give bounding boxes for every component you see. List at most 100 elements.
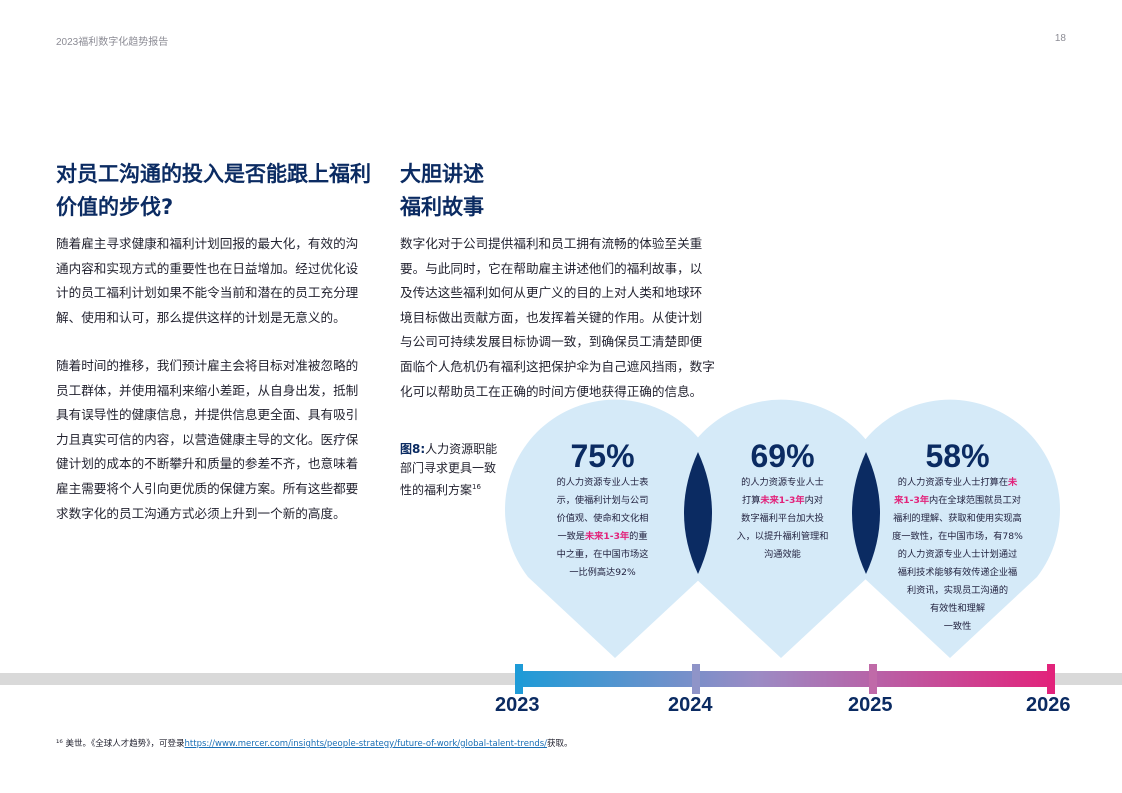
text-line: 要。与此同时，它在帮助雇主讲述他们的福利故事，以 <box>400 260 703 276</box>
stat-percent: 58% <box>925 438 990 474</box>
stat-text: 的人力资源专业人士表 <box>556 477 649 488</box>
text-line: 及传达这些福利如何从更广义的目的上对人类和地球环 <box>400 285 703 301</box>
stat-description: 的人力资源专业人士打算在未 来1-3年内在全球范围就员工对 福利的理解、获取和使用实… <box>880 474 1035 636</box>
text-line: 通内容和实现方式的重要性也在日益增加。经过优化设 <box>56 260 359 276</box>
title-line: 价值的步伐? <box>56 195 174 219</box>
stat-line: 的人力资源专业人士表 <box>525 474 680 492</box>
stat-text: 一致性 <box>943 621 972 632</box>
footnote-ref: 16 <box>472 483 481 491</box>
stat-line: 福利的理解、获取和使用实现高 <box>880 510 1035 528</box>
stat-line: 度一致性，在中国市场，有78% <box>880 528 1035 546</box>
text-line: 雇主需要将个人引向更优质的保健方案。所有这些都要 <box>56 480 359 496</box>
text-line: 求数字化的员工沟通方式必须上升到一个新的高度。 <box>56 505 346 521</box>
text-line: 随着雇主寻求健康和福利计划回报的最大化，有效的沟 <box>56 236 359 251</box>
highlight-text: 未来1-3年 <box>585 531 630 542</box>
drop-overlap-2 <box>852 452 880 574</box>
highlight-text: 未来1-3年 <box>760 495 805 506</box>
stat-text: 福利的理解、获取和使用实现高 <box>893 513 1022 524</box>
text-line: 与公司可持续发展目标协调一致，到确保员工清楚即便 <box>400 334 703 350</box>
right-paragraph: 数字化对于公司提供福利和员工拥有流畅的体验至关重 要。与此同时，它在帮助雇主讲述… <box>400 232 725 404</box>
stat-line: 示，使福利计划与公司 <box>525 492 680 510</box>
drop-overlap-1 <box>684 452 712 574</box>
stat-block-2024: 69% 的人力资源专业人士打算未来1-3年内对数字福利平台加大投 入，以提升福利管… <box>705 438 860 564</box>
figure-label: 图8: <box>400 442 426 456</box>
text-line: 数字化对于公司提供福利和员工拥有流畅的体验至关重 <box>400 236 703 251</box>
stat-text: 利资讯，实现员工沟通的 <box>906 585 1009 596</box>
stat-line: 沟通效能 <box>705 546 860 564</box>
drop-shape-2025 <box>840 399 1060 658</box>
stat-text: 数字福利平台加大投 <box>741 513 824 524</box>
left-paragraph-2: 随着时间的推移，我们预计雇主会将目标对准被忽略的 员工群体，并使用福利来缩小差距… <box>56 354 386 526</box>
text-line: 化可以帮助员工在正确的时间方便地获得正确的信息。 <box>400 383 703 399</box>
stat-line: 的人力资源专业人士计划通过 <box>880 546 1035 564</box>
stat-line: 福利技术能够有效传递企业福 <box>880 564 1035 582</box>
stat-text: 内在全球范围就员工对 <box>929 495 1021 506</box>
title-line: 福利故事 <box>400 195 484 219</box>
right-section-title: 大胆讲述 福利故事 <box>400 158 600 224</box>
text-line: 随着时间的推移，我们预计雇主会将目标对准被忽略的 <box>56 358 359 373</box>
stat-block-2023: 75% 的人力资源专业人士表 示，使福利计划与公司 价值观、使命和文化相 一致是未来1… <box>525 438 680 582</box>
text-line: 面临个人危机仍有福利这把保护伞为自己遮风挡雨，数字 <box>400 358 715 374</box>
caption-line: 人力资源职能 <box>425 442 498 456</box>
figure-caption: 图8:人力资源职能 部门寻求更具一致 性的福利方案16 <box>400 440 510 500</box>
stat-line: 的人力资源专业人士 <box>705 474 860 492</box>
page-number: 18 <box>1054 33 1066 44</box>
stat-line: 利资讯，实现员工沟通的 <box>880 582 1035 600</box>
report-title: 2023福利数字化趋势报告 <box>56 37 169 48</box>
stat-line: 价值观、使命和文化相 <box>525 510 680 528</box>
stat-line: 打算未来1-3年内对 <box>705 492 860 510</box>
year-label-2023: 2023 <box>495 694 540 716</box>
stat-line: 来1-3年内在全球范围就员工对 <box>880 492 1035 510</box>
stat-line: 中之重，在中国市场这 <box>525 546 680 564</box>
highlight-text: 未 <box>1008 477 1018 488</box>
stat-line: 入，以提升福利管理和 <box>705 528 860 546</box>
footnote: ¹⁶ 美世。《全球人才趋势》，可登录https://www.mercer.com… <box>56 737 573 749</box>
stat-description: 的人力资源专业人士表 示，使福利计划与公司 价值观、使命和文化相一致是未来1-3年的… <box>525 474 680 582</box>
stat-text: 的人力资源专业人士计划通过 <box>897 549 1018 560</box>
stat-line: 一致是未来1-3年的重 <box>525 528 680 546</box>
year-label-2025: 2025 <box>848 694 893 716</box>
stat-text: 沟通效能 <box>764 549 801 560</box>
caption-line: 部门寻求更具一致 <box>400 461 497 475</box>
timeline-marker-2023 <box>515 664 523 694</box>
stat-line: 的人力资源专业人士打算在未 <box>880 474 1035 492</box>
stat-text: 一比例高达92% <box>569 567 636 578</box>
text-line: 力且真实可信的内容，以营造健康主导的文化。医疗保 <box>56 431 359 447</box>
stat-line: 一致性 <box>880 618 1035 636</box>
stat-text: 价值观、使命和文化相 <box>556 513 649 524</box>
stat-line: 数字福利平台加大投 <box>705 510 860 528</box>
stat-text: 有效性和理解 <box>929 603 986 614</box>
stat-text: 度一致性，在中国市场，有78% <box>892 531 1023 542</box>
text-line: 解、使用和认可，那么提供这样的计划是无意义的。 <box>56 309 346 325</box>
stat-percent: 69% <box>750 438 815 474</box>
drop-shape-2024 <box>670 399 891 658</box>
year-label-2026: 2026 <box>1026 694 1071 716</box>
stat-text: 的人力资源专业人士 <box>741 477 824 488</box>
timeline-bar <box>516 671 1054 687</box>
caption-line: 性的福利方案 <box>400 483 473 497</box>
stat-line: 有效性和理解 <box>880 600 1035 618</box>
stat-text: 中之重，在中国市场这 <box>556 549 649 560</box>
footnote-link[interactable]: https://www.mercer.com/insights/people-s… <box>184 739 548 749</box>
footnote-prefix: ¹⁶ 美世。《全球人才趋势》，可登录 <box>56 739 185 749</box>
stat-text: 一致是 <box>557 531 585 542</box>
highlight-text: 来1-3年 <box>894 495 930 506</box>
timeline-marker-2024 <box>692 664 700 694</box>
year-label-2024: 2024 <box>668 694 713 716</box>
drop-shape-2023 <box>505 399 725 658</box>
left-section-title: 对员工沟通的投入是否能跟上福利 价值的步伐? <box>56 158 386 224</box>
stat-text: 示，使福利计划与公司 <box>556 495 649 506</box>
stat-text: 内对 <box>804 495 823 506</box>
text-line: 境目标做出贡献方面，也发挥着关键的作用。从使计划 <box>400 309 703 325</box>
text-line: 员工群体，并使用福利来缩小差距，从自身出发，抵制 <box>56 382 359 398</box>
stat-description: 的人力资源专业人士打算未来1-3年内对数字福利平台加大投 入，以提升福利管理和 沟通… <box>705 474 860 564</box>
stat-line: 一比例高达92% <box>525 564 680 582</box>
stat-text: 入，以提升福利管理和 <box>736 531 829 542</box>
stat-text: 福利技术能够有效传递企业福 <box>897 567 1018 578</box>
text-line: 具有误导性的健康信息，并提供信息更全面、具有吸引 <box>56 407 359 423</box>
stat-text: 的人力资源专业人士打算在 <box>897 477 1009 488</box>
timeline-marker-2026 <box>1047 664 1055 694</box>
timeline-marker-2025 <box>869 664 877 694</box>
text-line: 计的员工福利计划如果不能令当前和潜在的员工充分理 <box>56 285 359 301</box>
